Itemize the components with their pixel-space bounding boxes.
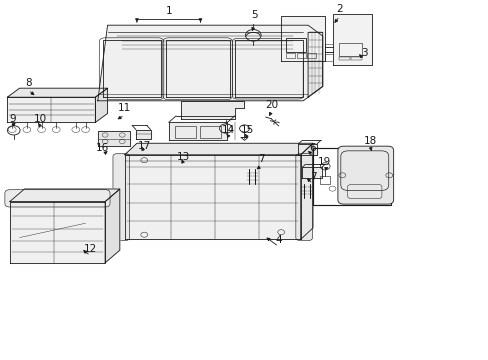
Bar: [325, 54, 335, 61]
Bar: [200, 126, 221, 138]
Text: 13: 13: [176, 152, 190, 162]
Polygon shape: [168, 122, 227, 140]
Bar: [320, 176, 329, 184]
Bar: [285, 38, 305, 52]
Text: 20: 20: [264, 100, 277, 110]
Text: 1: 1: [165, 6, 172, 16]
Text: 15: 15: [240, 125, 253, 135]
Text: 18: 18: [363, 136, 377, 146]
Bar: [296, 53, 305, 58]
Text: 5: 5: [250, 10, 257, 20]
Bar: [350, 57, 361, 60]
Polygon shape: [124, 155, 300, 239]
Text: 7: 7: [309, 172, 316, 182]
Bar: [325, 44, 332, 52]
Polygon shape: [281, 16, 325, 61]
Polygon shape: [332, 14, 371, 65]
Bar: [175, 126, 195, 138]
Bar: [338, 43, 362, 56]
Text: 9: 9: [9, 114, 16, 124]
Polygon shape: [302, 167, 321, 178]
Polygon shape: [136, 130, 150, 139]
Text: 8: 8: [25, 78, 32, 88]
Text: 6: 6: [309, 143, 316, 153]
Text: 2: 2: [336, 4, 343, 14]
Bar: [338, 57, 349, 60]
Text: 17: 17: [137, 141, 151, 151]
Polygon shape: [298, 144, 316, 155]
Polygon shape: [10, 189, 120, 202]
Polygon shape: [105, 189, 120, 263]
FancyBboxPatch shape: [337, 146, 393, 204]
Polygon shape: [98, 131, 129, 146]
Text: 11: 11: [118, 103, 131, 113]
Polygon shape: [7, 88, 107, 97]
Polygon shape: [10, 202, 105, 263]
Bar: [312, 148, 390, 205]
Bar: [306, 53, 315, 58]
Text: 7: 7: [258, 154, 264, 164]
Polygon shape: [95, 88, 107, 122]
Bar: [285, 53, 294, 58]
Polygon shape: [300, 143, 312, 239]
Polygon shape: [307, 32, 322, 97]
FancyBboxPatch shape: [113, 154, 129, 240]
Text: 3: 3: [360, 48, 367, 58]
Text: 10: 10: [34, 114, 46, 124]
Text: 12: 12: [83, 244, 97, 254]
Polygon shape: [7, 97, 95, 122]
FancyBboxPatch shape: [295, 154, 312, 240]
Polygon shape: [181, 101, 244, 119]
FancyBboxPatch shape: [5, 190, 110, 207]
Text: 4: 4: [275, 235, 282, 245]
Text: 16: 16: [96, 143, 109, 153]
Text: 14: 14: [222, 125, 235, 135]
Polygon shape: [124, 143, 312, 155]
Text: 19: 19: [317, 157, 330, 167]
Polygon shape: [98, 25, 322, 101]
